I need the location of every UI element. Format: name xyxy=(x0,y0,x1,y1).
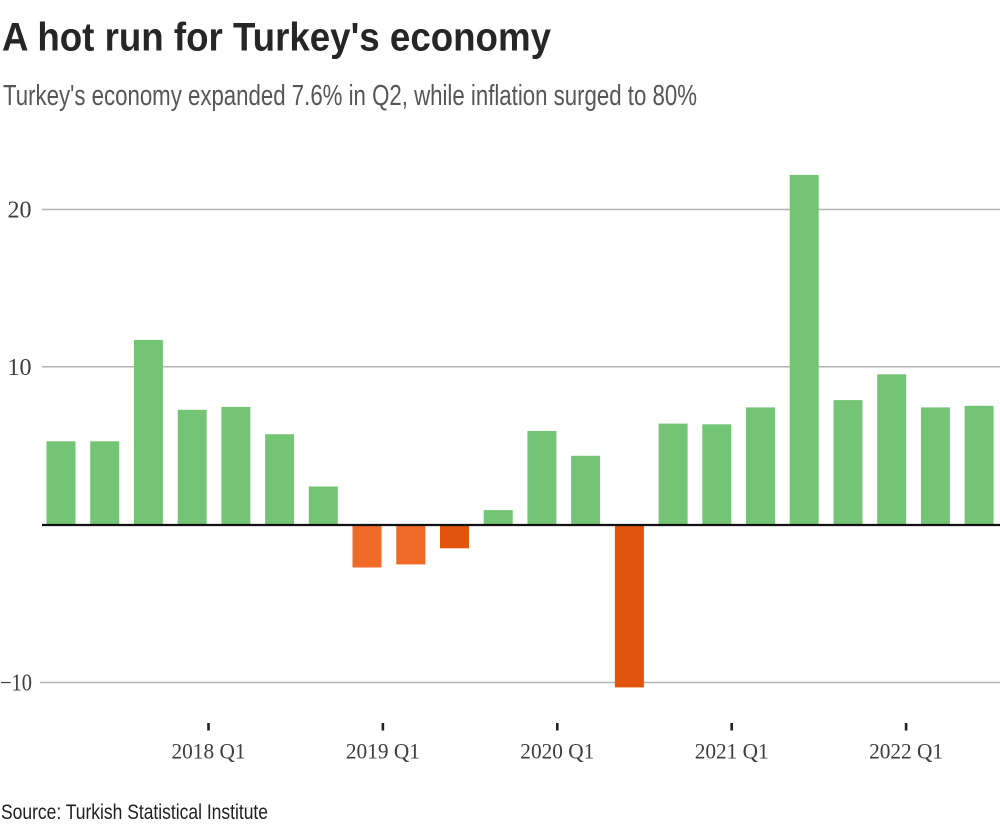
svg-text:2021 Q1: 2021 Q1 xyxy=(695,739,769,764)
svg-text:2022 Q1: 2022 Q1 xyxy=(869,739,943,764)
svg-text:−10: −10 xyxy=(0,671,32,697)
svg-text:20: 20 xyxy=(8,198,32,224)
svg-text:Turkey's economy expanded 7.6%: Turkey's economy expanded 7.6% in Q2, wh… xyxy=(3,80,697,112)
svg-text:2020 Q1: 2020 Q1 xyxy=(520,739,594,764)
svg-text:2018 Q1: 2018 Q1 xyxy=(172,739,246,764)
svg-text:2019 Q1: 2019 Q1 xyxy=(346,739,420,764)
svg-text:A hot run for Turkey's economy: A hot run for Turkey's economy xyxy=(2,16,552,60)
svg-text:10: 10 xyxy=(8,355,32,381)
svg-text:Source: Turkish Statistical In: Source: Turkish Statistical Institute xyxy=(1,800,268,824)
